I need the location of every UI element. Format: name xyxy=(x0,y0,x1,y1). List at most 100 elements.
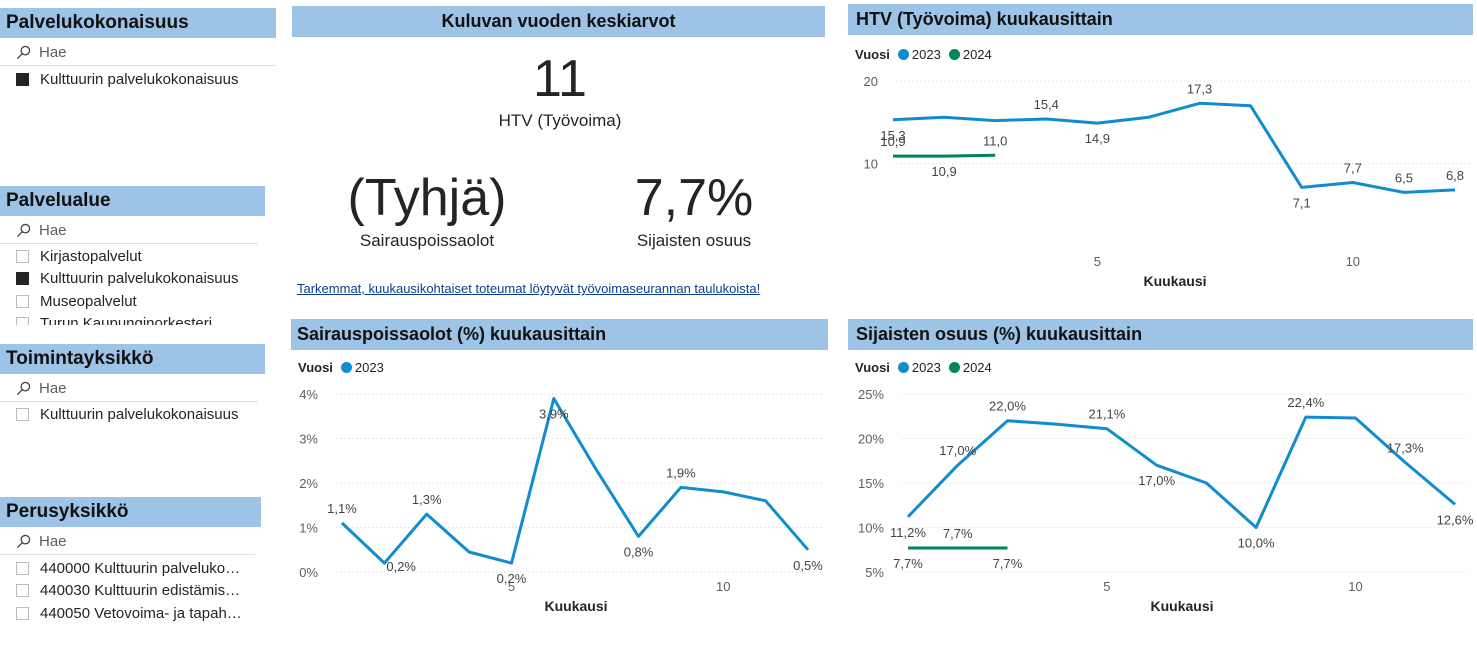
slicer-palvelualue: Palvelualue Hae Kirjastopalvelut Kulttuu… xyxy=(0,186,265,325)
slicer-title: Palvelukokonaisuus xyxy=(0,8,276,38)
search-placeholder: Hae xyxy=(39,44,67,61)
slicer-list[interactable]: Kirjastopalvelut Kulttuurin palvelukokon… xyxy=(0,245,265,325)
slicer-item[interactable]: Museopalvelut xyxy=(0,290,265,313)
legend-label: 2024 xyxy=(962,47,992,62)
htv-x-axis-label: Kuukausi xyxy=(1143,273,1206,289)
sub-y-tick-label: 15% xyxy=(858,476,884,491)
htv-x-tick-label: 10 xyxy=(1346,254,1360,269)
legend-item-2023[interactable]: 2023 xyxy=(897,360,941,375)
legend-label: 2023 xyxy=(354,360,384,375)
sick-data-label: 0,2% xyxy=(497,571,527,586)
legend-label: 2024 xyxy=(962,360,992,375)
legend-dot xyxy=(948,362,960,373)
htv-data-label: 17,3 xyxy=(1187,81,1212,96)
htv-data-label: 14,9 xyxy=(1085,131,1110,146)
sick-y-tick-label: 4% xyxy=(299,387,318,402)
checkbox[interactable] xyxy=(16,272,29,286)
slicer-item[interactable]: Kirjastopalvelut xyxy=(0,245,265,268)
htv-y-tick-label: 20 xyxy=(864,74,878,89)
sub-data-label: 7,7% xyxy=(993,556,1023,571)
htv-kpi-label: HTV (Työvoima) xyxy=(498,111,622,130)
checkbox[interactable] xyxy=(16,294,29,308)
legend-item-2023[interactable]: 2023 xyxy=(897,47,941,62)
htv-chart-title: HTV (Työvoima) kuukausittain xyxy=(848,4,1473,35)
legend-item-2024[interactable]: 2024 xyxy=(948,360,992,375)
sub-data-label: 17,3% xyxy=(1387,441,1424,456)
report-link[interactable]: Tarkemmat, kuukausikohtaiset toteumat lö… xyxy=(297,281,761,296)
sub-y-tick-label: 5% xyxy=(865,565,884,580)
sick-data-label: 0,2% xyxy=(386,559,416,574)
search-input[interactable]: Hae xyxy=(0,40,276,66)
search-input[interactable]: Hae xyxy=(0,376,258,402)
slicer-item[interactable]: 440000 Kulttuurin palveluko… xyxy=(0,557,255,580)
search-icon xyxy=(16,223,31,238)
sub-data-label: 17,0% xyxy=(1138,473,1175,488)
sub-data-label: 21,1% xyxy=(1088,407,1125,422)
sick-chart-title: Sairauspoissaolot (%) kuukausittain xyxy=(291,319,828,350)
slicer-item[interactable]: Kulttuurin palvelukokonaisuus xyxy=(0,403,265,426)
sub-data-label: 17,0% xyxy=(939,443,976,458)
sub-x-tick-label: 5 xyxy=(1103,579,1110,594)
htv-series-line-2024 xyxy=(893,153,996,158)
htv-data-label: 11,0 xyxy=(983,133,1007,148)
sick-data-label: 0,5% xyxy=(793,558,823,573)
sub-data-label: 10,0% xyxy=(1238,536,1275,551)
slicer-item[interactable]: 440030 Kulttuurin edistämis… xyxy=(0,580,255,603)
search-icon xyxy=(16,381,31,396)
sub-data-label: 7,7% xyxy=(893,556,923,571)
sick-data-label: 1,1% xyxy=(327,501,357,516)
legend-title: Vuosi xyxy=(855,360,890,375)
htv-data-label: 10,9 xyxy=(931,164,956,179)
htv-legend: Vuosi 2023 2024 xyxy=(855,47,1000,62)
sub-data-label: 11,2% xyxy=(890,525,926,540)
sick-x-tick-label: 10 xyxy=(716,579,730,594)
slicer-item[interactable]: Kulttuurin palvelukokonaisuus xyxy=(0,68,276,91)
legend-dot xyxy=(897,49,909,60)
sick-kpi-label: Sairauspoissaolot xyxy=(359,231,495,250)
checkbox[interactable] xyxy=(16,249,29,263)
slicer-perusyksikko: Perusyksikkö Hae 440000 Kulttuurin palve… xyxy=(0,497,261,625)
sub-chart-title: Sijaisten osuus (%) kuukausittain xyxy=(848,319,1473,350)
checkbox[interactable] xyxy=(16,584,29,598)
legend-item-2024[interactable]: 2024 xyxy=(948,47,992,62)
sick-y-tick-label: 1% xyxy=(299,521,318,536)
sick-y-tick-label: 3% xyxy=(299,432,318,447)
legend-dot xyxy=(897,362,909,373)
sub-x-axis-label: Kuukausi xyxy=(1150,598,1213,614)
htv-series-line-2023 xyxy=(892,101,1456,194)
sick-kpi-value: (Tyhjä) xyxy=(347,169,507,227)
htv-kpi-value: 11 xyxy=(533,50,587,108)
slicer-item[interactable]: Kulttuurin palvelukokonaisuus xyxy=(0,268,265,291)
search-icon xyxy=(16,534,31,549)
legend-label: 2023 xyxy=(911,360,941,375)
search-placeholder: Hae xyxy=(39,533,67,550)
sick-y-tick-label: 0% xyxy=(299,565,318,580)
search-input[interactable]: Hae xyxy=(0,529,255,555)
slicer-item[interactable]: 440050 Vetovoima- ja tapah… xyxy=(0,602,255,625)
slicer-title: Palvelualue xyxy=(0,186,265,216)
slicer-item[interactable]: Turun Kaupunginorkesteri xyxy=(0,313,265,325)
checkbox[interactable] xyxy=(16,72,29,86)
htv-y-tick-label: 10 xyxy=(864,157,878,172)
sub-data-label: 7,7% xyxy=(943,526,973,541)
sub-y-tick-label: 25% xyxy=(858,387,884,402)
htv-data-label: 6,8 xyxy=(1446,168,1464,183)
sub-series-line-2023 xyxy=(906,415,1456,529)
sick-data-label: 3,9% xyxy=(539,406,569,421)
checkbox[interactable] xyxy=(16,561,29,575)
sick-data-label: 1,3% xyxy=(412,492,442,507)
sick-data-label: 1,9% xyxy=(666,465,696,480)
kpi-title: Kuluvan vuoden keskiarvot xyxy=(292,6,825,37)
legend-item-2023[interactable]: 2023 xyxy=(340,360,384,375)
htv-data-label: 6,5 xyxy=(1395,170,1413,185)
slicer-toimintayksikko: Toimintayksikkö Hae Kulttuurin palveluko… xyxy=(0,344,265,426)
sick-x-tick-label: 5 xyxy=(508,579,515,594)
checkbox[interactable] xyxy=(16,317,29,325)
search-input[interactable]: Hae xyxy=(0,218,258,244)
slicer-list[interactable]: 440000 Kulttuurin palveluko… 440030 Kult… xyxy=(0,557,255,625)
checkbox[interactable] xyxy=(16,606,29,620)
sub-data-label: 22,4% xyxy=(1287,395,1324,410)
checkbox[interactable] xyxy=(16,407,29,421)
sub-y-tick-label: 10% xyxy=(858,521,884,536)
